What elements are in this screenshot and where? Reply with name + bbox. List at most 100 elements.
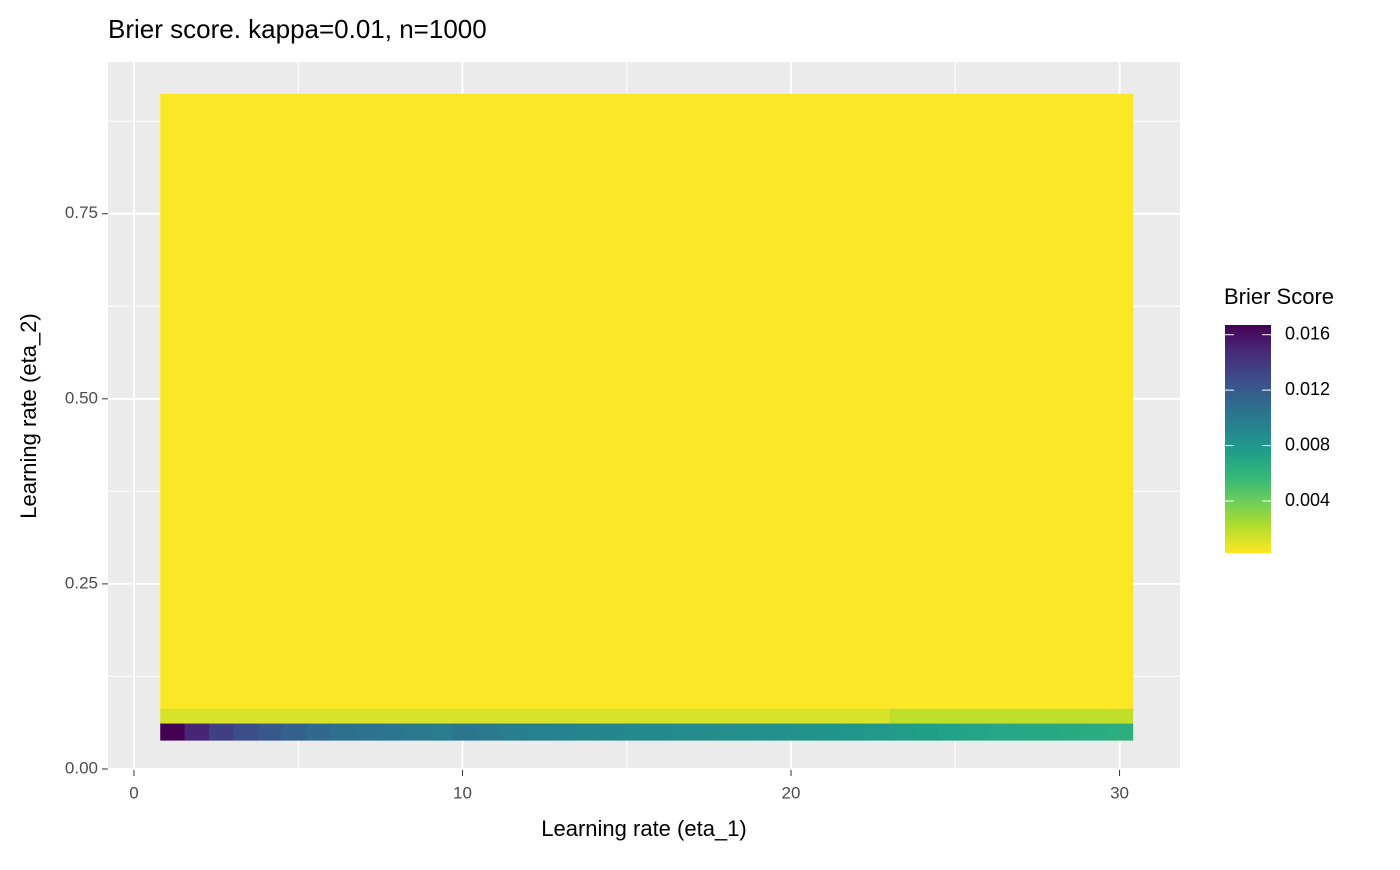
tile <box>160 93 186 709</box>
chart-title: Brier score. kappa=0.01, n=1000 <box>108 14 487 44</box>
tile <box>379 708 404 724</box>
tile <box>208 723 234 741</box>
tile <box>257 708 283 724</box>
tile <box>476 93 502 709</box>
tile <box>281 723 307 741</box>
tile <box>719 93 745 709</box>
tile <box>549 723 575 741</box>
tile <box>184 723 210 741</box>
x-tick-label: 30 <box>1110 783 1129 802</box>
tile <box>306 708 331 724</box>
tile <box>1059 93 1085 709</box>
tile <box>1084 708 1109 724</box>
tile <box>865 708 891 724</box>
tile <box>379 93 404 709</box>
tile <box>500 708 526 724</box>
tile <box>403 93 429 709</box>
tile <box>743 93 769 709</box>
tile <box>597 708 623 724</box>
tile <box>695 708 720 724</box>
tile <box>427 708 453 724</box>
tile <box>1059 723 1085 741</box>
y-tick-label: 0.50 <box>65 388 98 407</box>
tile <box>233 708 258 724</box>
tile <box>695 93 720 709</box>
tile <box>792 708 818 724</box>
tile <box>889 93 915 709</box>
tile <box>1084 723 1109 741</box>
tile <box>524 93 550 709</box>
tile <box>330 93 356 709</box>
colorbar <box>1225 325 1271 553</box>
tile <box>427 93 453 709</box>
y-tick-label: 0.75 <box>65 203 98 222</box>
tile <box>962 708 988 724</box>
colorbar-label: 0.012 <box>1285 379 1330 399</box>
tile <box>451 93 477 709</box>
tile <box>330 723 356 741</box>
tile <box>768 708 793 724</box>
tile <box>670 93 696 709</box>
tile <box>768 723 793 741</box>
tile <box>451 708 477 724</box>
tile <box>622 93 647 709</box>
tile <box>403 708 429 724</box>
tile <box>792 723 818 741</box>
tile <box>840 708 866 724</box>
tile <box>889 723 915 741</box>
tile <box>695 723 720 741</box>
tile <box>938 723 964 741</box>
tile <box>1011 708 1036 724</box>
tile <box>768 93 793 709</box>
tile <box>719 723 745 741</box>
tile <box>913 708 939 724</box>
y-tick-label: 0.00 <box>65 758 98 777</box>
tile <box>257 723 283 741</box>
tile <box>913 723 939 741</box>
tile <box>743 723 769 741</box>
x-tick-label: 20 <box>782 783 801 802</box>
tile <box>451 723 477 741</box>
tile <box>1084 93 1109 709</box>
tile <box>719 708 745 724</box>
tile <box>670 708 696 724</box>
tile <box>816 723 842 741</box>
tile <box>840 93 866 709</box>
tile <box>500 93 526 709</box>
x-tick-label: 10 <box>453 783 472 802</box>
tile <box>573 93 599 709</box>
tile <box>865 93 891 709</box>
tile <box>208 708 234 724</box>
tile <box>281 708 307 724</box>
tile <box>986 723 1012 741</box>
tile <box>597 723 623 741</box>
tile <box>1108 708 1134 724</box>
tile <box>816 708 842 724</box>
tile <box>743 708 769 724</box>
tile <box>427 723 453 741</box>
tile <box>938 708 964 724</box>
tile <box>670 723 696 741</box>
tile <box>233 93 258 709</box>
tile <box>816 93 842 709</box>
tile <box>549 708 575 724</box>
tile <box>524 708 550 724</box>
tile <box>913 93 939 709</box>
tile <box>646 708 672 724</box>
tile <box>986 93 1012 709</box>
tile <box>549 93 575 709</box>
tile <box>1035 723 1061 741</box>
tile <box>160 723 186 741</box>
tile <box>233 723 258 741</box>
tile <box>622 708 647 724</box>
tile <box>597 93 623 709</box>
tile <box>208 93 234 709</box>
tile <box>403 723 429 741</box>
tile <box>889 708 915 724</box>
colorbar-label: 0.016 <box>1285 323 1330 343</box>
tile <box>330 708 356 724</box>
tile <box>476 708 502 724</box>
tile <box>354 723 380 741</box>
y-tick-label: 0.25 <box>65 573 98 592</box>
tile <box>1035 708 1061 724</box>
